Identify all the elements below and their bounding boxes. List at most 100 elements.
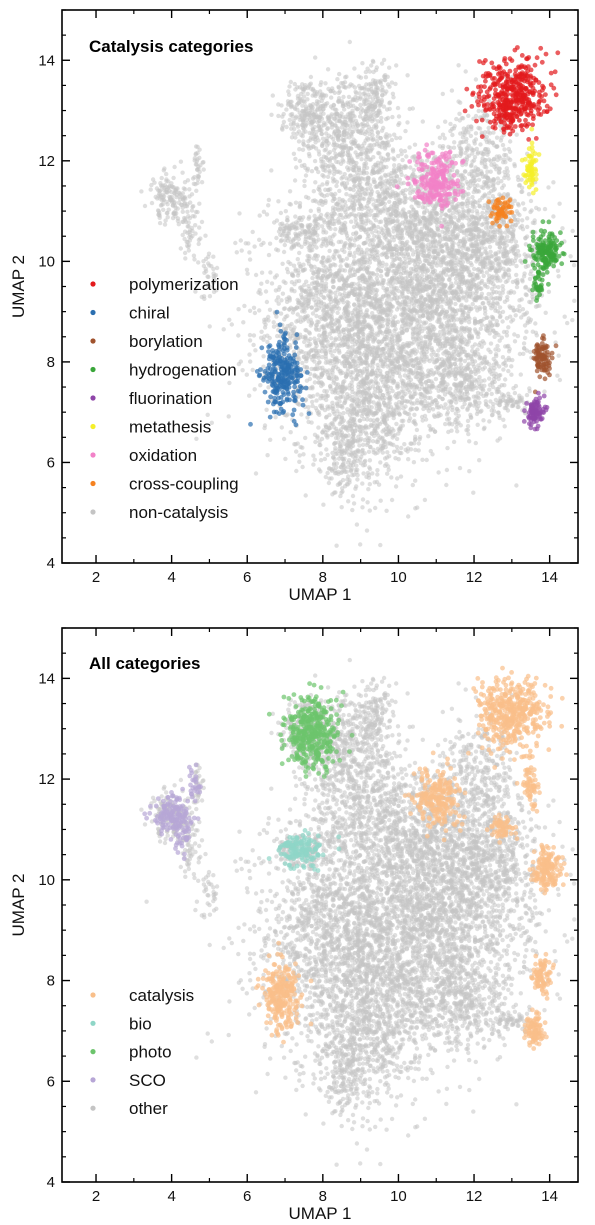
data-point [572,298,577,303]
data-point [297,459,302,464]
data-point [246,241,251,246]
data-point [325,274,331,279]
data-point [339,341,344,346]
data-point [398,424,403,429]
data-point [385,450,390,455]
data-point [503,279,509,285]
data-point [361,399,366,404]
data-point [351,501,357,506]
data-point [338,264,343,269]
data-point [306,300,311,306]
data-point [464,298,469,303]
data-point [366,449,372,454]
data-point [390,322,396,328]
data-point [276,301,281,306]
data-point [434,263,440,268]
data-point [367,274,372,279]
data-point [346,323,352,328]
data-point [308,208,313,213]
data-point [302,183,307,189]
data-point [436,317,441,322]
data-point [512,332,517,337]
data-point [324,311,329,316]
data-point [484,359,490,364]
data-point [441,405,447,410]
data-point [328,289,333,294]
data-point [487,331,492,336]
data-point [382,463,388,468]
data-point [398,302,403,307]
data-point [323,265,328,270]
data-point [448,296,454,301]
data-point [420,457,425,462]
data-point [295,257,300,262]
data-point [458,304,464,309]
data-point [332,348,337,354]
data-point [483,311,488,316]
data-point [373,305,378,310]
data-point [257,213,262,218]
data-point [387,401,392,406]
data-point [366,348,371,353]
data-point [428,261,433,267]
data-point [321,287,327,292]
data-point [412,287,418,292]
data-point [374,439,379,444]
data-point [533,321,538,326]
data-point [422,359,427,364]
data-point [331,329,336,334]
data-point [476,330,481,335]
data-point [311,271,316,276]
data-point [528,317,534,322]
data-point [245,271,250,276]
data-point [364,394,370,400]
data-point [300,360,305,366]
data-point [356,303,361,308]
data-point [303,194,309,200]
data-point [244,372,249,377]
data-point [517,304,522,309]
data-point [521,341,527,346]
data-point [384,374,390,379]
data-point [221,327,226,332]
data-point [449,428,454,433]
data-point [390,388,395,394]
data-point [365,344,370,349]
data-point [468,133,474,139]
data-point [261,354,266,359]
data-point [457,465,463,471]
data-point [392,328,397,334]
data-point [415,273,421,279]
data-point [345,342,350,347]
data-point [352,302,357,307]
data-point [320,340,325,345]
data-point [350,310,355,316]
data-point [401,379,406,384]
data-point [433,376,439,382]
data-point [325,322,330,327]
data-point [406,514,411,519]
data-point [336,239,341,245]
data-point [439,304,444,309]
data-point [358,309,363,315]
data-point [402,299,408,305]
data-point [419,350,424,356]
data-point [384,508,389,513]
data-point [372,336,377,342]
data-point [468,412,473,418]
data-point [503,363,509,368]
data-point [247,250,252,255]
data-point [335,310,340,315]
data-point [413,436,418,442]
data-point [349,339,355,345]
data-point [373,505,378,511]
data-point [418,315,423,320]
data-point [314,290,319,296]
data-point [327,248,332,254]
data-point [378,542,383,548]
data-point [517,351,523,357]
data-point [343,396,349,401]
data-point [421,253,427,259]
data-point [438,270,444,275]
data-point [441,387,446,393]
